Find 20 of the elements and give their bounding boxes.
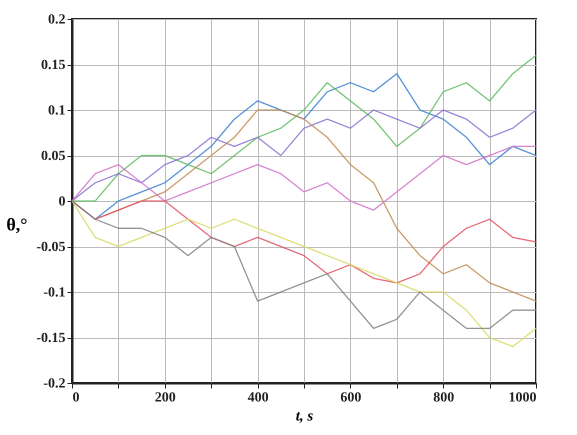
x-axis-title: t, s (296, 408, 314, 424)
y-tick-label: -0.1 (43, 286, 66, 300)
x-tick-label: 1000 (508, 390, 536, 406)
line-series (71, 146, 537, 211)
y-tick-label: -0.15 (36, 331, 66, 346)
line-series (71, 54, 537, 202)
x-tick-label: 600 (340, 390, 362, 406)
x-tick-label: 400 (248, 390, 269, 406)
y-tick-label: 0.05 (41, 149, 66, 164)
y-tick-label: 0 (58, 194, 66, 210)
y-axis-title: θ,° (6, 214, 28, 234)
y-tick-label: -0.2 (43, 376, 66, 392)
y-tick-label: 0.1 (48, 104, 66, 118)
y-tick-label: 0.2 (48, 12, 66, 28)
x-tick-label: 800 (433, 390, 454, 406)
x-tick-label: 0 (72, 390, 80, 406)
x-tick-label: 200 (154, 390, 176, 406)
line-series (71, 109, 537, 202)
y-tick-label: -0.05 (36, 240, 66, 255)
y-tick-label: 0.15 (41, 58, 66, 73)
